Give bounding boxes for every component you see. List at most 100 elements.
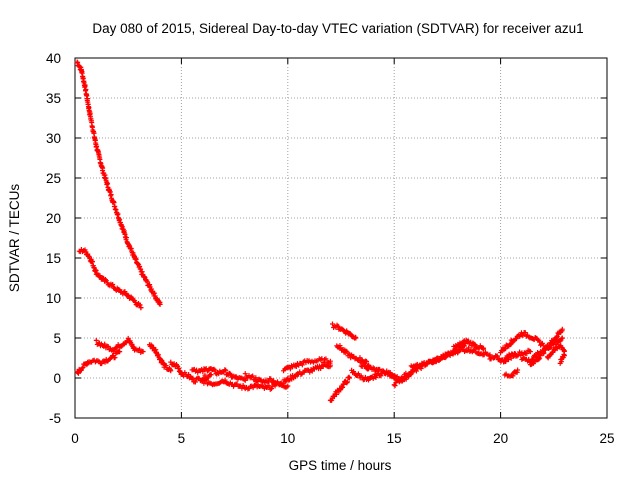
- series-track-mid-decay: [76, 246, 144, 311]
- data-point: [187, 374, 193, 380]
- data-point: [112, 355, 118, 361]
- data-point: [559, 326, 565, 332]
- data-point: [442, 355, 448, 361]
- data-point: [323, 356, 329, 362]
- data-point: [447, 352, 453, 358]
- data-point: [82, 83, 88, 89]
- data-point: [242, 377, 248, 383]
- data-point: [503, 359, 509, 365]
- data-point: [116, 286, 122, 292]
- data-point: [357, 355, 363, 361]
- data-point: [125, 292, 131, 298]
- series-track-upper-10-12: [281, 356, 333, 374]
- y-tick-label: 0: [53, 371, 61, 386]
- x-tick-label: 25: [599, 431, 614, 446]
- data-point: [83, 87, 89, 93]
- data-point: [391, 373, 397, 379]
- data-point: [268, 376, 274, 382]
- data-point: [346, 351, 352, 357]
- data-point: [510, 373, 516, 379]
- y-tick-label: 30: [46, 131, 61, 146]
- data-point: [437, 356, 443, 362]
- series-track-arc-20-21: [502, 347, 533, 365]
- series-track-mid-16-18: [408, 342, 467, 370]
- data-point: [552, 347, 558, 353]
- series-track-upper-18: [451, 337, 487, 352]
- data-point: [190, 375, 196, 381]
- data-point: [451, 350, 457, 356]
- series-track-rise-10-12: [276, 361, 333, 388]
- data-point: [212, 367, 218, 373]
- data-point: [486, 353, 492, 359]
- data-point: [335, 323, 341, 329]
- series-track-drop-4h: [146, 342, 174, 374]
- data-point: [520, 332, 526, 338]
- data-point: [554, 334, 560, 340]
- data-point: [100, 165, 106, 171]
- axis-ticks: [74, 57, 608, 419]
- data-point: [481, 346, 487, 352]
- data-point: [327, 358, 333, 364]
- data-point: [137, 302, 143, 308]
- data-point: [517, 349, 523, 355]
- data-point: [223, 367, 229, 373]
- data-point: [75, 370, 81, 376]
- data-point: [558, 359, 564, 365]
- series-track-early-low: [74, 349, 123, 376]
- data-point: [347, 375, 353, 381]
- series-track-cluster-7-9: [200, 377, 278, 392]
- data-point: [287, 366, 293, 372]
- data-point: [534, 354, 540, 360]
- data-point: [192, 379, 198, 385]
- data-point: [414, 361, 420, 367]
- series-track-dip-12: [327, 374, 353, 404]
- data-point: [527, 349, 533, 355]
- data-point: [461, 343, 467, 349]
- data-point: [168, 368, 174, 374]
- data-point: [524, 351, 530, 357]
- data-point: [392, 383, 398, 389]
- data-point: [110, 281, 116, 287]
- series-track-arc-20-22: [498, 330, 546, 356]
- data-point: [362, 362, 368, 368]
- y-axis-label: SDTVAR / TECUs: [7, 184, 22, 293]
- data-point: [124, 235, 130, 241]
- data-point: [343, 348, 349, 354]
- data-point: [203, 377, 209, 383]
- data-point: [208, 372, 214, 378]
- data-point: [502, 346, 508, 352]
- series-track-end-23b: [557, 351, 567, 366]
- series-track-early-bump: [93, 335, 146, 356]
- data-point: [242, 371, 248, 377]
- data-point: [337, 343, 343, 349]
- data-point: [373, 375, 379, 381]
- x-tick-label: 10: [280, 431, 295, 446]
- series-track-dip-20: [502, 367, 521, 379]
- data-point: [211, 366, 217, 372]
- data-point: [79, 365, 85, 371]
- data-point: [128, 294, 134, 300]
- series-track-rise-21-23b: [519, 335, 565, 365]
- data-point: [507, 342, 513, 348]
- data-point: [357, 359, 363, 365]
- data-point: [552, 341, 558, 347]
- series-track-cluster-6-8: [189, 365, 248, 383]
- grid-lines: [75, 58, 607, 418]
- y-tick-label: 10: [46, 291, 61, 306]
- data-point: [138, 305, 144, 311]
- data-point: [345, 379, 351, 385]
- data-point: [561, 353, 567, 359]
- y-tick-label: 35: [46, 91, 61, 106]
- data-point: [109, 282, 115, 288]
- data-point: [559, 335, 565, 341]
- data-point: [536, 356, 542, 362]
- data-series: [74, 59, 567, 404]
- data-point: [285, 383, 291, 389]
- data-point: [505, 357, 511, 363]
- data-point: [364, 358, 370, 364]
- series-track-valley-14: [357, 359, 397, 380]
- y-tick-label: -5: [49, 411, 61, 426]
- data-point: [262, 380, 268, 386]
- data-point: [512, 350, 518, 356]
